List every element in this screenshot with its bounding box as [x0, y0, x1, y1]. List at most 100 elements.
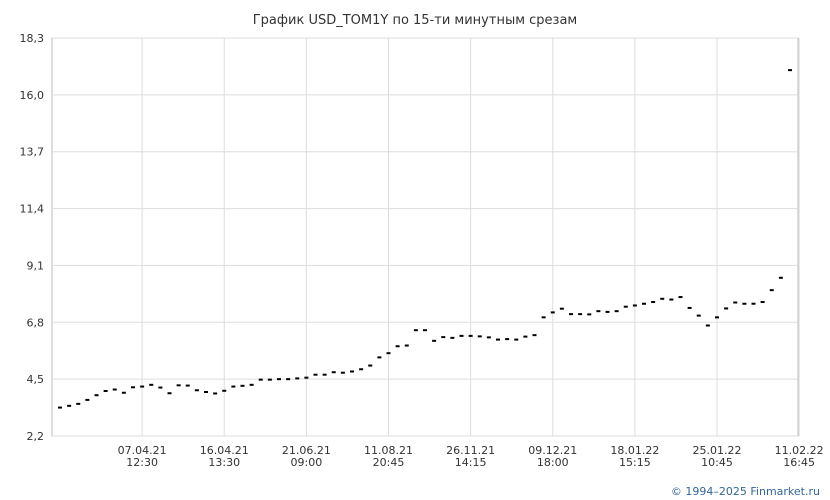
x-tick-time-label: 09:00 [291, 456, 323, 469]
x-tick-time-label: 18:00 [537, 456, 569, 469]
y-tick-label: 2,2 [27, 430, 45, 443]
data-point [642, 302, 646, 305]
x-tick-date-label: 09.12.21 [528, 444, 577, 457]
data-point [450, 336, 455, 339]
data-point [286, 378, 291, 381]
data-point [67, 404, 72, 407]
x-tick-time-label: 20:45 [373, 456, 405, 469]
data-point [112, 388, 117, 391]
data-point [231, 385, 236, 388]
x-tick-date-label: 11.02.22 [775, 444, 824, 457]
data-point [131, 386, 135, 389]
x-gridlines [141, 38, 800, 436]
data-point [596, 310, 601, 313]
data-point [523, 335, 528, 338]
x-tick-time-label: 16:45 [783, 456, 815, 469]
data-point [678, 296, 683, 299]
data-point [249, 383, 254, 386]
data-point [140, 385, 145, 388]
data-point [85, 398, 90, 401]
x-tick-time-label: 15:15 [619, 456, 651, 469]
data-point [651, 301, 656, 304]
data-point [94, 394, 99, 397]
data-point [705, 324, 710, 327]
data-point [587, 313, 592, 316]
data-point [605, 310, 610, 313]
data-point [632, 304, 637, 307]
y-tick-labels: 2,2 4,5 6,8 9,1 11,4 13,7 16,0 18,3 [20, 32, 45, 443]
data-point [669, 298, 674, 301]
data-point [715, 316, 719, 319]
data-point [760, 301, 765, 304]
data-point [76, 402, 81, 405]
credit-text[interactable]: © 1994–2025 Finmarket.ru [671, 485, 820, 498]
data-point [687, 306, 692, 309]
data-point [158, 386, 163, 389]
x-tick-date-label: 16.04.21 [200, 444, 249, 457]
data-point [569, 313, 573, 316]
x-tick-time-label: 14:15 [455, 456, 487, 469]
y-tick-label: 18,3 [20, 32, 45, 45]
data-point [578, 313, 583, 316]
data-point [213, 392, 218, 395]
data-point [614, 310, 619, 313]
y-tick-label: 16,0 [20, 89, 45, 102]
data-point [733, 301, 738, 304]
data-point [277, 378, 281, 381]
data-point [660, 297, 665, 300]
data-point [222, 389, 227, 392]
data-point [176, 384, 181, 387]
y-tick-label: 13,7 [20, 146, 45, 159]
data-point [550, 311, 555, 314]
data-point [413, 329, 418, 332]
y-gridlines [52, 37, 798, 437]
data-point [58, 406, 62, 409]
x-tick-date-label: 07.04.21 [118, 444, 167, 457]
data-point [404, 344, 409, 347]
data-point [313, 373, 318, 376]
data-point [295, 377, 300, 380]
data-point [778, 276, 783, 279]
data-point [559, 307, 564, 310]
x-tick-date-label: 11.08.21 [364, 444, 413, 457]
data-point [395, 345, 400, 348]
data-point [185, 384, 190, 387]
data-point [496, 338, 500, 341]
data-point [377, 356, 382, 359]
data-point [350, 370, 354, 373]
data-point [441, 336, 446, 339]
y-tick-label: 4,5 [27, 373, 45, 386]
data-point [532, 334, 537, 337]
data-point [103, 390, 108, 393]
x-tick-time-label: 10:45 [701, 456, 733, 469]
y-tick-label: 6,8 [27, 316, 45, 329]
data-point [240, 384, 245, 387]
x-tick-time-label: 13:30 [208, 456, 240, 469]
y-tick-label: 11,4 [20, 203, 45, 216]
data-point [468, 334, 473, 337]
data-point [322, 373, 327, 376]
data-point [514, 338, 519, 341]
data-point [359, 368, 364, 371]
x-tick-date-label: 26.11.21 [446, 444, 495, 457]
data-point [204, 390, 208, 393]
data-point [742, 302, 747, 305]
data-point [505, 338, 510, 341]
data-point [194, 389, 199, 392]
data-point [423, 329, 427, 332]
data-point [751, 302, 756, 305]
data-point [623, 305, 628, 308]
data-points [58, 69, 792, 409]
data-point [541, 316, 546, 319]
data-point [167, 392, 172, 395]
data-point [486, 336, 491, 339]
data-point [386, 352, 391, 355]
data-point [477, 335, 482, 338]
data-point [788, 69, 792, 72]
data-point [696, 314, 701, 317]
x-tick-date-label: 18.01.22 [610, 444, 659, 457]
data-point [331, 371, 336, 374]
plot-area [51, 37, 799, 437]
